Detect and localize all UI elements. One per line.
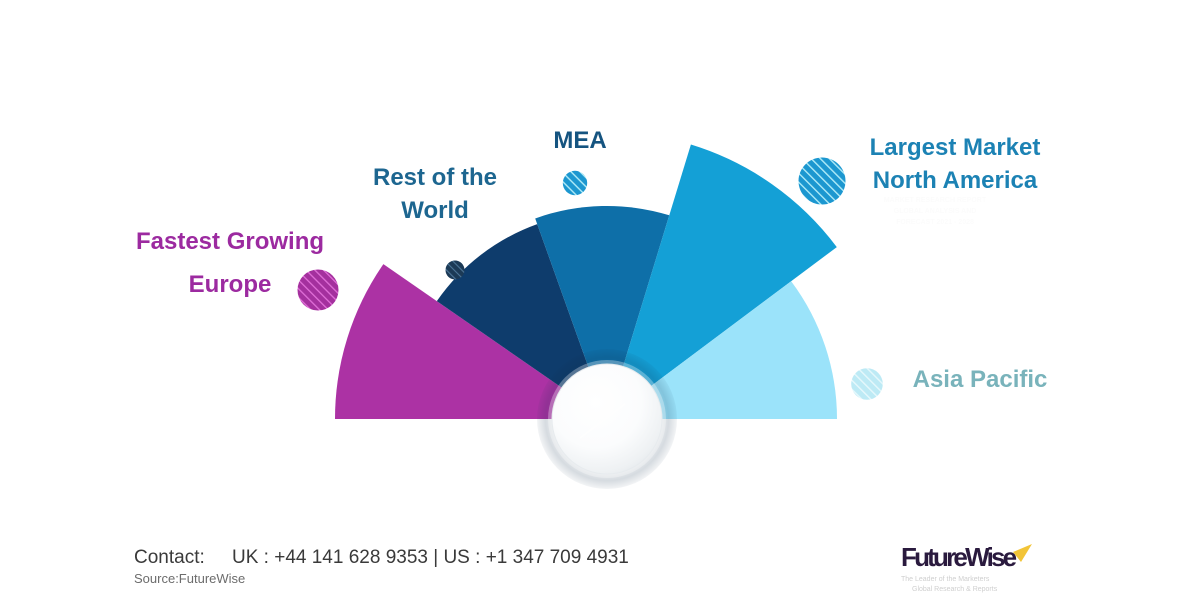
svg-text:Asia Pacific: Asia Pacific — [913, 366, 1048, 393]
svg-text:MEA: MEA — [553, 127, 606, 154]
svg-text:Source:FutureWise: Source:FutureWise — [134, 571, 245, 586]
svg-text:North America: North America — [873, 167, 1038, 194]
svg-text:UK : +44 141 628 9353 | US: UK : +44 141 628 9353 | US : +1 347 709 … — [232, 547, 629, 568]
svg-text:Rest of the: Rest of the — [373, 164, 497, 191]
svg-text:The Leader of the Marketers: The Leader of the Marketers — [901, 576, 990, 583]
svg-text:Europe: Europe — [189, 271, 272, 298]
svg-text:Largest Market: Largest Market — [870, 134, 1041, 161]
svg-text:MARKET RESEARCH REPORT: MARKET RESEARCH REPORT — [884, 197, 987, 204]
svg-text:Contact:: Contact: — [134, 547, 205, 568]
svg-text:FutureWise: FutureWise — [901, 542, 1017, 572]
svg-text:Global Research & Reports: Global Research & Reports — [912, 586, 998, 593]
svg-text:GLOBAL ANALYSIS AND: GLOBAL ANALYSIS AND — [894, 208, 977, 215]
svg-text:Fastest Growing: Fastest Growing — [136, 228, 324, 255]
svg-text:FORECAST 2021 - 2028: FORECAST 2021 - 2028 — [896, 219, 974, 226]
svg-text:World: World — [401, 197, 469, 224]
